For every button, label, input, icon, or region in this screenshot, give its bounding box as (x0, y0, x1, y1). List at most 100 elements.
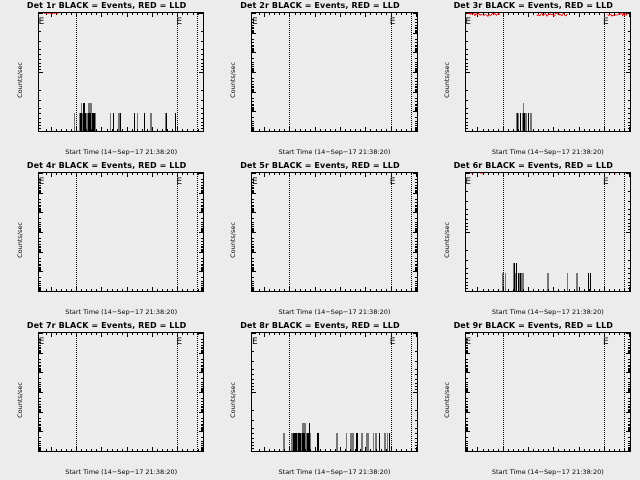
y-tick-minor (39, 117, 41, 119)
x-tick-minor (345, 129, 347, 131)
y-tick-minor (465, 366, 468, 368)
series-events (74, 102, 177, 131)
y-tick-minor (39, 348, 41, 350)
x-tick-minor (259, 289, 261, 291)
y-tick-minor (39, 191, 41, 193)
x-tick-minor-top (395, 173, 397, 175)
x-tick-minor-top (71, 333, 73, 335)
x-tick-minor (355, 129, 357, 131)
y-tick-minor-right (627, 273, 630, 275)
y-tick-minor-right (627, 229, 630, 231)
y-tick-minor (39, 421, 41, 423)
y-tick-minor (252, 46, 255, 48)
x-tick-minor (340, 289, 342, 291)
y-tick-minor-right (414, 286, 417, 288)
y-tick-minor (39, 285, 41, 287)
y-tick-right (412, 271, 417, 273)
y-axis-title: Counts/sec (15, 222, 24, 258)
y-tick-minor (252, 202, 255, 204)
x-tick-minor-top (274, 333, 276, 335)
x-tick-minor (400, 129, 402, 131)
x-tick-minor (492, 449, 494, 451)
y-tick-minor-right (627, 362, 630, 364)
x-tick-minor (593, 449, 595, 451)
x-tick-minor (507, 289, 509, 291)
y-tick-right (626, 131, 630, 132)
x-axis-title: Start Time (14−Sep−17 21:38:20) (491, 468, 604, 476)
y-tick-minor-right (201, 397, 204, 399)
y-tick-minor (465, 125, 468, 127)
y-tick-minor-right (201, 198, 204, 200)
y-tick-minor-right (627, 54, 630, 56)
x-tick-minor (472, 129, 474, 131)
x-tick-minor (91, 289, 93, 291)
panel-title: Det 6r BLACK = Events, RED = LLD (453, 161, 614, 170)
x-tick-minor (593, 289, 595, 291)
y-tick-minor (252, 182, 255, 184)
y-tick-minor-right (414, 88, 417, 90)
y-tick-minor-right (627, 386, 630, 388)
x-tick-minor-top (111, 173, 113, 175)
x-tick-minor-top (629, 13, 630, 15)
y-tick-minor (465, 281, 468, 283)
y-tick (252, 291, 256, 292)
y-tick-minor-right (627, 397, 630, 399)
y-tick-minor-right (414, 207, 417, 209)
x-tick-minor-top (614, 13, 616, 15)
grid-line (177, 13, 179, 131)
y-tick (39, 333, 43, 334)
y-tick-minor (39, 178, 41, 180)
y-tick (465, 333, 470, 334)
y-tick-minor-right (414, 261, 417, 263)
x-axis-title: Start Time (14−Sep−17 21:38:20) (278, 148, 391, 156)
y-tick-minor (39, 362, 41, 364)
x-tick-minor-top (324, 13, 326, 15)
y-tick-minor-right (627, 407, 630, 409)
x-tick-minor (71, 289, 73, 291)
y-tick (39, 352, 43, 354)
x-tick-minor (172, 449, 174, 451)
event-marker: E (389, 337, 396, 348)
y-tick-minor (465, 388, 468, 390)
y-tick-minor-right (627, 364, 630, 366)
y-tick-minor (39, 425, 41, 427)
y-tick-right (199, 372, 204, 374)
x-tick-minor (523, 449, 525, 451)
y-tick-minor-right (627, 358, 630, 360)
x-tick-minor-top (609, 333, 611, 335)
x-tick-minor-top (141, 13, 143, 15)
y-tick-minor-right (414, 67, 417, 69)
x-tick-top (340, 173, 342, 177)
y-tick-minor-right (414, 66, 417, 68)
x-tick-minor-top (141, 173, 143, 175)
x-tick-minor (573, 289, 575, 291)
y-tick-minor-right (627, 277, 630, 279)
y-tick (39, 72, 43, 73)
x-tick-top (477, 13, 479, 17)
y-tick-minor (252, 129, 255, 131)
x-tick-minor (55, 449, 57, 451)
y-tick-right (199, 291, 203, 292)
y-tick-minor-right (414, 125, 417, 127)
x-tick-top (314, 13, 316, 17)
y-tick-minor (465, 348, 468, 350)
x-tick-minor-top (259, 333, 261, 335)
y-tick-right (625, 173, 630, 174)
y-tick (466, 451, 470, 452)
y-tick-minor-right (414, 28, 417, 30)
y-tick-minor-right (627, 226, 630, 228)
y-tick-minor (252, 226, 255, 228)
y-tick-minor-right (627, 378, 630, 380)
x-tick-minor-top (202, 333, 204, 335)
y-tick-minor (39, 370, 41, 372)
x-tick-minor-top (319, 13, 321, 15)
x-tick-minor (512, 129, 514, 131)
y-tick-minor-right (414, 448, 417, 450)
x-tick-minor (345, 449, 347, 451)
y-tick-minor-right (627, 381, 630, 383)
y-tick-minor-right (414, 277, 417, 279)
x-tick-minor-top (523, 13, 525, 15)
x-tick-minor (568, 449, 570, 451)
y-tick (252, 72, 257, 73)
x-tick-minor (71, 129, 73, 131)
